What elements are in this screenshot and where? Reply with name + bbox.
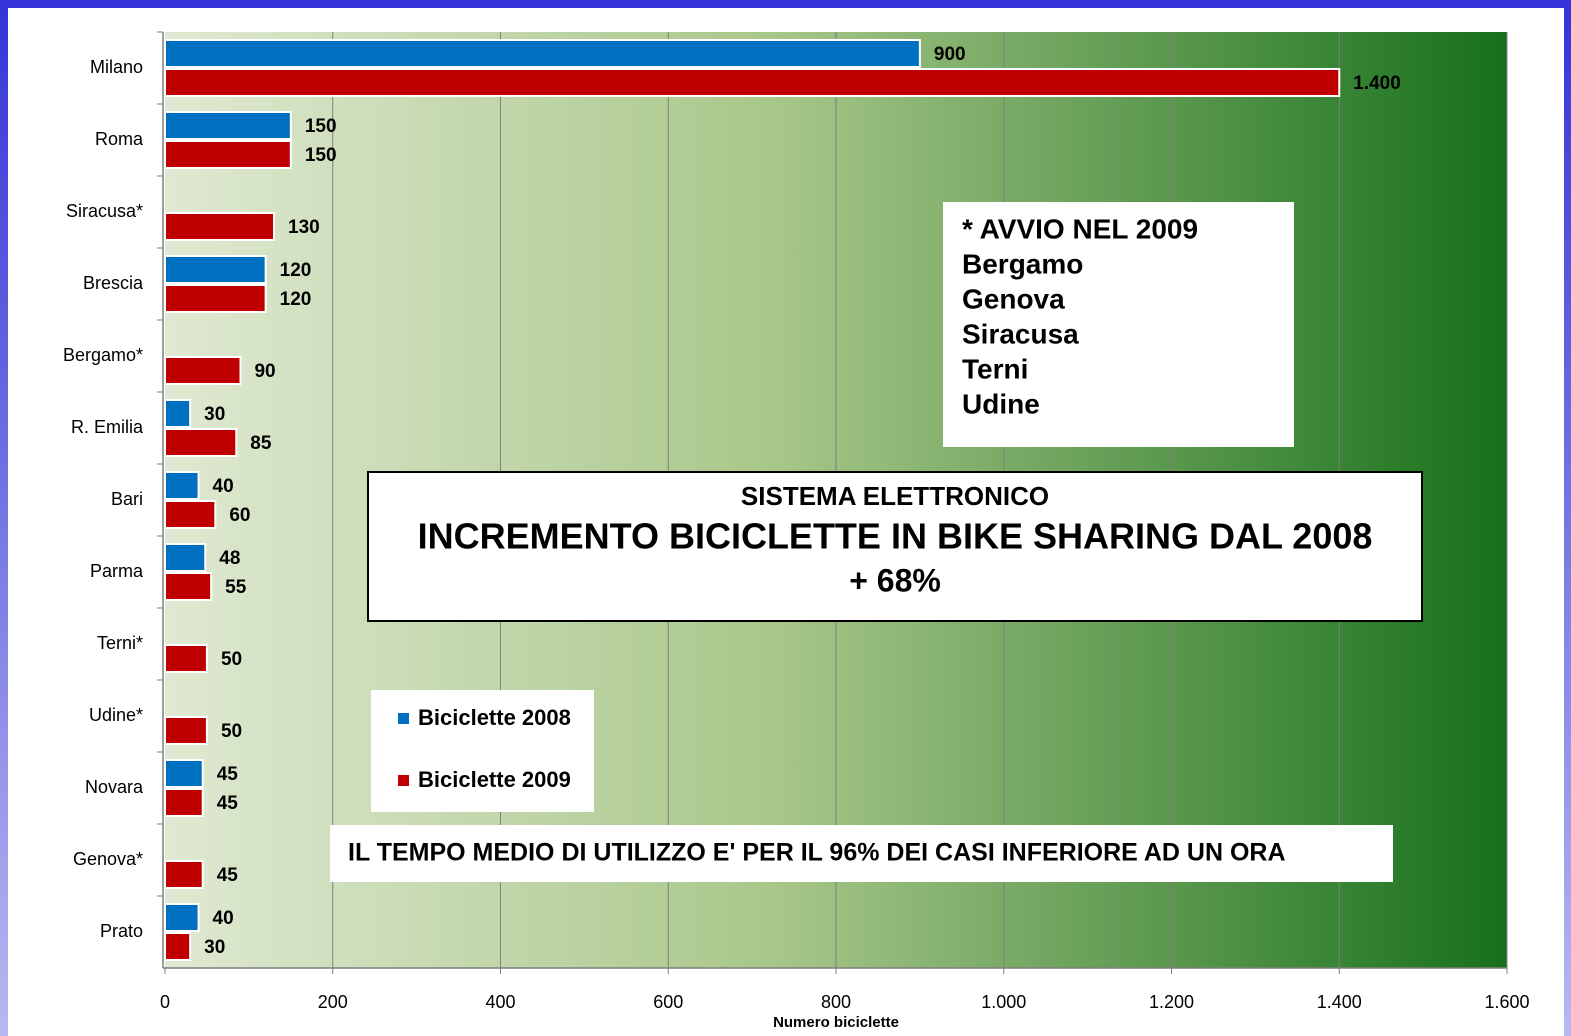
x-tick-label: 1.400 (1317, 992, 1362, 1012)
data-label: 30 (204, 404, 225, 425)
note-box (943, 202, 1294, 447)
note-line: Udine (962, 388, 1040, 419)
data-label: 900 (934, 44, 966, 65)
bar (164, 399, 192, 428)
data-label: 50 (221, 649, 242, 670)
bar (164, 860, 204, 889)
data-label: 45 (217, 793, 239, 814)
y-tick-label: Siracusa* (66, 201, 143, 221)
headline-box (367, 471, 1423, 622)
data-label: 130 (288, 217, 320, 238)
note-line: Bergamo (962, 248, 1083, 279)
data-label: 40 (213, 908, 234, 929)
data-label: 45 (217, 865, 239, 886)
bar (164, 284, 267, 313)
data-label: 90 (254, 361, 275, 382)
y-tick-label: Udine* (89, 705, 143, 725)
note-line: Genova (962, 283, 1065, 314)
data-label: 50 (221, 721, 242, 742)
legend-label: Biciclette 2009 (418, 767, 571, 792)
bar (164, 68, 1341, 97)
x-axis-label: Numero biciclette (773, 1014, 899, 1031)
x-tick-label: 200 (318, 992, 348, 1012)
x-tick-label: 1.000 (981, 992, 1026, 1012)
bar (164, 500, 217, 529)
y-tick-label: R. Emilia (71, 417, 144, 437)
bar (164, 543, 207, 572)
y-tick-label: Bergamo* (63, 345, 143, 365)
data-label: 120 (280, 289, 312, 310)
legend-swatch (398, 713, 409, 724)
note-line: * AVVIO NEL 2009 (962, 213, 1198, 244)
bar (164, 111, 292, 140)
y-tick-label: Roma (95, 129, 144, 149)
data-label: 55 (225, 577, 247, 598)
bar (164, 644, 208, 673)
headline-line: SISTEMA ELETTRONICO (741, 481, 1049, 511)
bar (164, 140, 292, 169)
x-tick-label: 1.200 (1149, 992, 1194, 1012)
x-tick-label: 800 (821, 992, 851, 1012)
footnote: IL TEMPO MEDIO DI UTILIZZO E' PER IL 96%… (348, 839, 1286, 867)
bar (164, 212, 276, 241)
data-label: 150 (305, 145, 337, 166)
y-tick-label: Genova* (73, 849, 143, 869)
legend-box (371, 690, 594, 812)
x-tick-label: 1.600 (1484, 992, 1529, 1012)
bar (164, 716, 208, 745)
y-tick-label: Novara (85, 777, 144, 797)
y-tick-label: Bari (111, 489, 143, 509)
bar (164, 428, 238, 457)
y-tick-label: Terni* (97, 633, 143, 653)
y-tick-label: Brescia (83, 273, 144, 293)
bar (164, 903, 200, 932)
note-line: Terni (962, 353, 1028, 384)
headline-line: INCREMENTO BICICLETTE IN BIKE SHARING DA… (418, 516, 1373, 557)
bar (164, 356, 242, 385)
y-tick-label: Parma (90, 561, 144, 581)
data-label: 1.400 (1353, 73, 1401, 94)
x-tick-label: 0 (160, 992, 170, 1012)
y-tick-label: Prato (100, 921, 143, 941)
headline-line: + 68% (849, 562, 941, 598)
data-label: 40 (213, 476, 234, 497)
x-tick-label: 400 (485, 992, 515, 1012)
data-label: 45 (217, 764, 239, 785)
bar (164, 471, 200, 500)
bar (164, 788, 204, 817)
legend-label: Biciclette 2008 (418, 705, 571, 730)
y-tick-label: Milano (90, 57, 143, 77)
data-label: 48 (219, 548, 240, 569)
legend-swatch (398, 775, 409, 786)
bar (164, 255, 267, 284)
x-tick-label: 600 (653, 992, 683, 1012)
data-label: 150 (305, 116, 337, 137)
bar (164, 39, 921, 68)
note-line: Siracusa (962, 318, 1079, 349)
data-label: 120 (280, 260, 312, 281)
footnote-box (330, 825, 1393, 882)
bar (164, 759, 204, 788)
data-label: 30 (204, 937, 225, 958)
bar (164, 572, 213, 601)
data-label: 60 (229, 505, 250, 526)
bar (164, 932, 192, 961)
data-label: 85 (250, 433, 272, 454)
